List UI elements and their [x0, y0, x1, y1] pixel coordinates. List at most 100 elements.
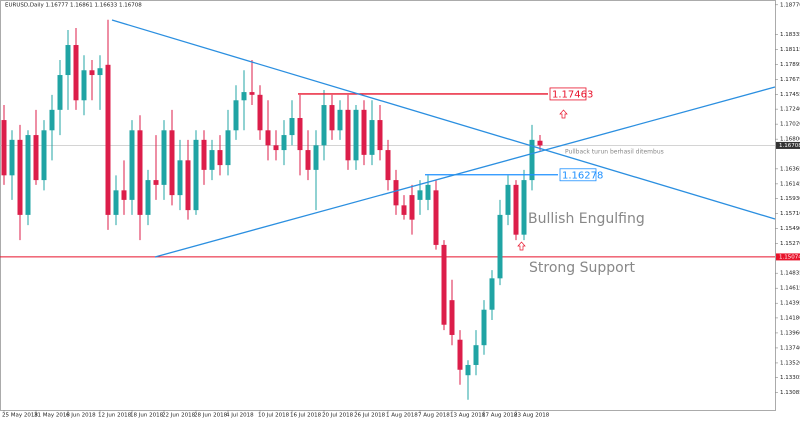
arrow-up	[559, 109, 568, 119]
candle-body	[193, 139, 199, 211]
y-tick-label: 1.17895	[780, 62, 800, 68]
annotation: Strong Support	[529, 260, 635, 276]
arrow-up	[517, 241, 526, 251]
support-label: 1.15074	[779, 254, 800, 260]
trend-line	[111, 19, 776, 220]
level-label: 1.16278	[562, 170, 603, 181]
candle-body	[249, 92, 255, 95]
x-tick-label: 20 Jul 2018	[322, 413, 354, 419]
y-tick-label: 1.17455	[780, 92, 800, 98]
candle-body	[401, 205, 407, 215]
candle-body	[233, 100, 239, 131]
x-tick-label: 4 Jul 2018	[226, 413, 254, 419]
x-tick-label: 12 Jun 2018	[98, 413, 132, 419]
candle-body	[265, 130, 271, 146]
x-tick-label: 6 Jun 2018	[66, 413, 96, 419]
y-tick-label: 1.17675	[780, 77, 800, 83]
candle-body	[137, 130, 143, 215]
candle-body	[385, 150, 391, 181]
candle-body	[313, 145, 319, 170]
candle-body	[57, 75, 63, 110]
candle-body	[329, 105, 335, 131]
candle-body	[129, 130, 135, 200]
x-tick-label: 26 Jul 2018	[354, 413, 386, 419]
candle-body	[289, 118, 295, 136]
candle-body	[209, 150, 215, 170]
y-tick-label: 1.16800	[780, 137, 800, 143]
candle-body	[513, 184, 519, 235]
current-price-box	[776, 141, 800, 149]
level-box	[549, 87, 587, 101]
y-tick-label: 1.16365	[780, 166, 800, 172]
candle-body	[113, 190, 119, 215]
x-tick-label: 22 Jun 2018	[162, 413, 196, 419]
candle-body	[521, 180, 527, 235]
y-tick-label: 1.18335	[780, 32, 800, 38]
y-tick-label: 1.13740	[780, 345, 800, 351]
candle-body	[25, 135, 31, 215]
candle-body	[41, 130, 47, 181]
chart-title: EURUSD,Daily 1.16777 1.16861 1.16633 1.1…	[5, 3, 142, 9]
candle-body	[353, 109, 359, 161]
x-tick-label: 7 Aug 2018	[418, 413, 450, 419]
candle-body	[321, 105, 327, 146]
candle-body	[273, 145, 279, 151]
y-tick-label: 1.17240	[780, 107, 800, 113]
candle-body	[449, 300, 455, 335]
y-tick-label: 1.13085	[780, 390, 800, 396]
candle-body	[417, 190, 423, 200]
current-price-label: 1.16708	[779, 143, 800, 149]
support-box	[776, 253, 800, 261]
level-label: 1.17463	[552, 89, 593, 100]
trend-line	[154, 86, 776, 258]
candle-body	[489, 278, 495, 310]
candle-body	[305, 150, 311, 170]
candle-body	[457, 339, 463, 370]
candle-body	[433, 190, 439, 245]
candle-body	[169, 130, 175, 196]
candle-body	[241, 92, 247, 101]
level-box	[559, 168, 597, 182]
y-tick-label: 1.14395	[780, 301, 800, 307]
candle-body	[481, 309, 487, 346]
candle-body	[505, 184, 511, 215]
candle-body	[89, 70, 95, 76]
annotation: Pullback turun berhasil ditembus	[565, 149, 664, 156]
candle-body	[177, 160, 183, 196]
y-tick-label: 1.14835	[780, 271, 800, 277]
annotation: Bullish Engulfing	[528, 211, 645, 227]
candle-body	[17, 139, 23, 215]
x-tick-label: 28 Jun 2018	[194, 413, 228, 419]
y-tick-label: 1.14180	[780, 315, 800, 321]
candle-body	[441, 244, 447, 325]
candle-body	[409, 195, 415, 220]
y-tick-label: 1.13305	[780, 375, 800, 381]
y-tick-label: 1.15930	[780, 196, 800, 202]
y-tick-label: 1.15490	[780, 226, 800, 232]
y-tick-label: 1.18115	[780, 47, 800, 53]
candle-body	[297, 118, 303, 151]
y-tick-label: 1.18770	[780, 2, 800, 8]
x-tick-label: 31 May 2018	[34, 413, 70, 419]
candle-body	[345, 109, 351, 161]
x-tick-label: 17 Aug 2018	[482, 413, 518, 419]
candle-body	[161, 130, 167, 185]
x-tick-label: 18 Jun 2018	[130, 413, 164, 419]
y-tick-label: 1.17020	[780, 122, 800, 128]
candle-body	[105, 64, 111, 215]
candle-body	[73, 45, 79, 101]
y-tick-label: 1.16145	[780, 181, 800, 187]
x-tick-label: 10 Jul 2018	[258, 413, 290, 419]
candle-body	[97, 68, 103, 76]
candle-body	[473, 345, 479, 365]
candle-body	[361, 109, 367, 155]
candle-body	[49, 109, 55, 131]
candle-body	[185, 160, 191, 211]
candle-body	[377, 120, 383, 151]
candle-body	[217, 150, 223, 166]
x-tick-label: 1 Aug 2018	[386, 413, 418, 419]
candle-body	[337, 109, 343, 131]
candle-body	[33, 135, 39, 181]
